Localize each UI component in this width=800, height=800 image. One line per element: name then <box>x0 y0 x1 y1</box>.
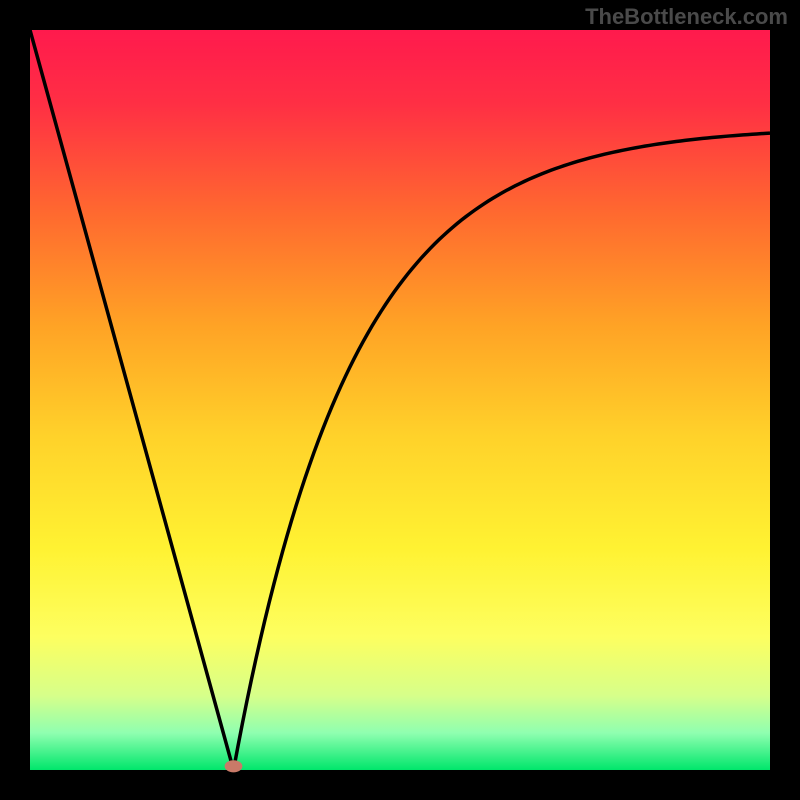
watermark-text: TheBottleneck.com <box>585 4 788 30</box>
chart-container: TheBottleneck.com <box>0 0 800 800</box>
gradient-background <box>30 30 770 770</box>
chart-frame-svg <box>0 0 800 800</box>
minimum-marker <box>225 761 242 772</box>
